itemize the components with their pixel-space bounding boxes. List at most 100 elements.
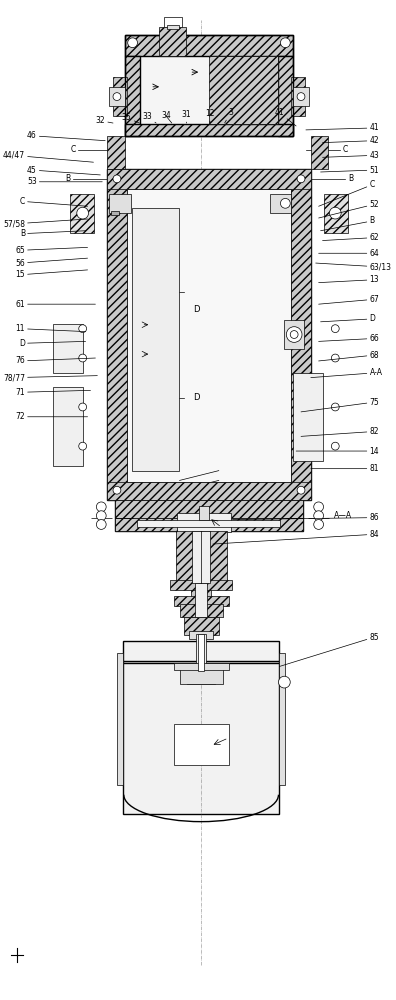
Bar	[109, 194, 131, 213]
Bar	[115, 500, 303, 531]
Text: 85: 85	[280, 633, 379, 666]
Bar	[291, 77, 305, 116]
Text: 11: 11	[15, 324, 86, 333]
Text: 42: 42	[323, 136, 379, 145]
Circle shape	[79, 442, 87, 450]
Text: 66: 66	[319, 334, 379, 343]
Bar	[123, 641, 280, 814]
Bar	[324, 194, 348, 233]
Text: 64: 64	[319, 249, 379, 258]
Bar	[117, 653, 123, 785]
Circle shape	[79, 354, 87, 362]
Bar	[53, 387, 83, 466]
Circle shape	[297, 93, 305, 101]
Bar	[164, 17, 181, 27]
Text: 63/13: 63/13	[316, 262, 392, 271]
Text: 15: 15	[15, 270, 88, 279]
Bar	[131, 208, 179, 471]
Circle shape	[113, 175, 121, 183]
Text: B: B	[65, 174, 70, 183]
Bar	[293, 87, 309, 106]
Text: 57/58: 57/58	[3, 219, 88, 228]
Text: C: C	[342, 145, 347, 154]
Bar	[170, 580, 232, 590]
Bar	[280, 653, 286, 785]
Text: 44/47: 44/47	[3, 151, 93, 162]
Circle shape	[314, 511, 324, 521]
Bar	[107, 482, 311, 500]
Text: 71: 71	[15, 388, 91, 397]
Text: C: C	[70, 145, 76, 154]
Bar	[125, 35, 293, 136]
Bar	[125, 56, 141, 136]
Bar	[199, 506, 209, 520]
Circle shape	[297, 175, 305, 183]
Circle shape	[280, 38, 290, 48]
Bar	[284, 320, 304, 349]
Text: 35: 35	[122, 113, 139, 123]
Circle shape	[113, 486, 121, 494]
Circle shape	[290, 331, 298, 338]
Bar	[113, 77, 127, 116]
Bar	[291, 169, 311, 500]
Circle shape	[128, 38, 137, 48]
Bar	[187, 678, 215, 684]
Bar	[109, 87, 125, 106]
Text: 43: 43	[323, 151, 379, 160]
Text: 46: 46	[27, 131, 105, 141]
Circle shape	[280, 198, 290, 208]
Text: A-A: A-A	[311, 368, 383, 378]
Text: 31: 31	[182, 110, 191, 123]
Bar	[191, 671, 211, 681]
Bar	[191, 583, 211, 617]
Text: 78/77: 78/77	[3, 373, 97, 382]
Bar	[174, 663, 228, 670]
Circle shape	[331, 354, 339, 362]
Circle shape	[113, 93, 121, 101]
Bar	[115, 518, 303, 531]
Text: 3: 3	[225, 108, 233, 123]
Bar	[189, 631, 213, 639]
Text: 67: 67	[319, 295, 379, 304]
Bar	[192, 531, 210, 583]
Bar	[293, 373, 323, 461]
Bar	[125, 124, 293, 136]
Bar	[107, 136, 125, 169]
Bar	[174, 724, 228, 765]
Text: 13: 13	[319, 275, 379, 284]
Bar	[53, 324, 83, 373]
Text: B: B	[20, 229, 86, 238]
Bar	[115, 500, 303, 518]
Circle shape	[331, 403, 339, 411]
Bar	[270, 194, 291, 213]
Bar	[177, 513, 232, 532]
Text: 61: 61	[15, 300, 95, 309]
Text: 62: 62	[323, 233, 379, 242]
Text: C: C	[319, 180, 375, 206]
Bar	[107, 169, 311, 500]
Circle shape	[96, 502, 106, 512]
Text: D: D	[193, 305, 200, 314]
Bar	[137, 520, 280, 527]
Text: D: D	[19, 339, 86, 348]
Text: 53: 53	[27, 177, 102, 186]
Text: 52: 52	[319, 200, 379, 218]
Text: 65: 65	[15, 246, 88, 255]
Circle shape	[329, 207, 341, 219]
Text: A—A: A—A	[334, 511, 352, 520]
Circle shape	[331, 442, 339, 450]
Bar	[123, 661, 280, 663]
Bar	[195, 583, 207, 617]
Bar	[127, 189, 291, 482]
Bar	[125, 35, 293, 56]
Circle shape	[314, 502, 324, 512]
Bar	[198, 634, 204, 671]
Text: D: D	[321, 314, 375, 323]
Bar	[107, 169, 311, 189]
Bar	[180, 666, 223, 684]
Bar	[141, 56, 278, 124]
Circle shape	[314, 520, 324, 529]
Text: 33: 33	[143, 112, 156, 123]
Bar	[183, 617, 219, 635]
Text: 45: 45	[27, 166, 100, 175]
